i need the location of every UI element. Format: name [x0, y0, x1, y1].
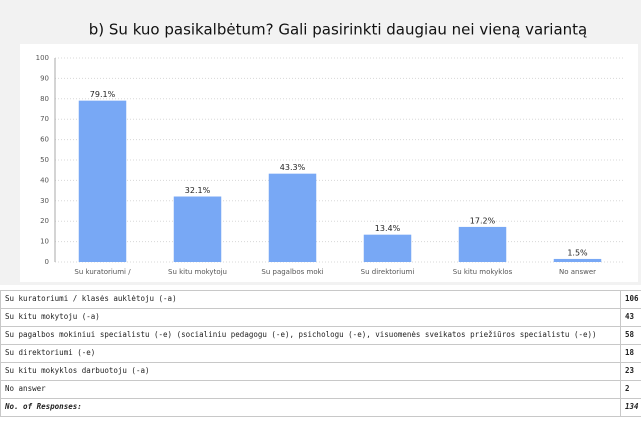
x-tick-label: Su kitu mokyklos — [453, 268, 513, 276]
label-cell: Su kitu mokytoju (-a) — [0, 308, 621, 327]
bar — [553, 258, 602, 262]
chart: b) Su kuo pasikalbėtum? Gali pasirinkti … — [0, 0, 641, 285]
count-cell: 2 — [620, 380, 641, 399]
count-cell: 58 — [620, 326, 641, 345]
count-cell: 23 — [620, 362, 641, 381]
label-cell: Su direktoriumi (-e) — [0, 344, 621, 363]
y-tick-label: 50 — [40, 156, 49, 164]
y-tick-label: 0 — [45, 258, 49, 266]
x-tick-label: Su direktoriumi — [361, 268, 415, 276]
label-cell: Su pagalbos mokiniui specialistu (-e) (s… — [0, 326, 621, 345]
y-tick-label: 40 — [40, 176, 49, 184]
table-row: Su kitu mokytoju (-a) 43 — [0, 308, 641, 327]
chart-title: b) Su kuo pasikalbėtum? Gali pasirinkti … — [89, 21, 588, 39]
value-label: 79.1% — [90, 90, 116, 99]
bar — [268, 173, 317, 262]
y-tick-label: 60 — [40, 136, 49, 144]
response-table: Su kuratoriumi / klasės auklėtoju (-a) 10… — [0, 290, 641, 417]
count-cell: 43 — [620, 308, 641, 327]
table-row: Su kuratoriumi / klasės auklėtoju (-a) 10… — [0, 290, 641, 309]
x-tick-label: Su kuratoriumi / — [74, 268, 131, 276]
table-row: Su kitu mokyklos darbuotoju (-a) 23 — [0, 362, 641, 381]
label-cell: Su kuratoriumi / klasės auklėtoju (-a) — [0, 290, 621, 309]
x-tick-label: No answer — [559, 268, 596, 276]
table-row: No answer 2 — [0, 380, 641, 399]
bar — [173, 196, 222, 262]
value-label: 1.5% — [567, 248, 588, 257]
y-tick-label: 90 — [40, 74, 49, 82]
count-cell: 18 — [620, 344, 641, 363]
bar — [458, 226, 507, 262]
x-tick-label: Su pagalbos moki — [261, 268, 323, 276]
bar — [363, 234, 412, 262]
x-tick-label: Su kitu mokytoju — [168, 268, 227, 276]
label-cell: No. of Responses: — [0, 398, 621, 417]
value-label: 17.2% — [470, 216, 496, 225]
table-row: No. of Responses: 134 — [0, 398, 641, 417]
label-cell: No answer — [0, 380, 621, 399]
y-tick-label: 20 — [40, 217, 49, 225]
count-cell: 134 — [620, 398, 641, 417]
table-row: Su pagalbos mokiniui specialistu (-e) (s… — [0, 326, 641, 345]
y-tick-label: 30 — [40, 197, 49, 205]
label-cell: Su kitu mokyklos darbuotoju (-a) — [0, 362, 621, 381]
table-row: Su direktoriumi (-e) 18 — [0, 344, 641, 363]
value-label: 13.4% — [375, 224, 401, 233]
y-tick-label: 100 — [36, 54, 49, 62]
bar — [78, 100, 127, 262]
y-tick-label: 80 — [40, 95, 49, 103]
value-label: 32.1% — [185, 186, 211, 195]
value-label: 43.3% — [280, 163, 306, 172]
y-tick-label: 70 — [40, 115, 49, 123]
count-cell: 106 — [620, 290, 641, 309]
y-tick-label: 10 — [40, 238, 49, 246]
